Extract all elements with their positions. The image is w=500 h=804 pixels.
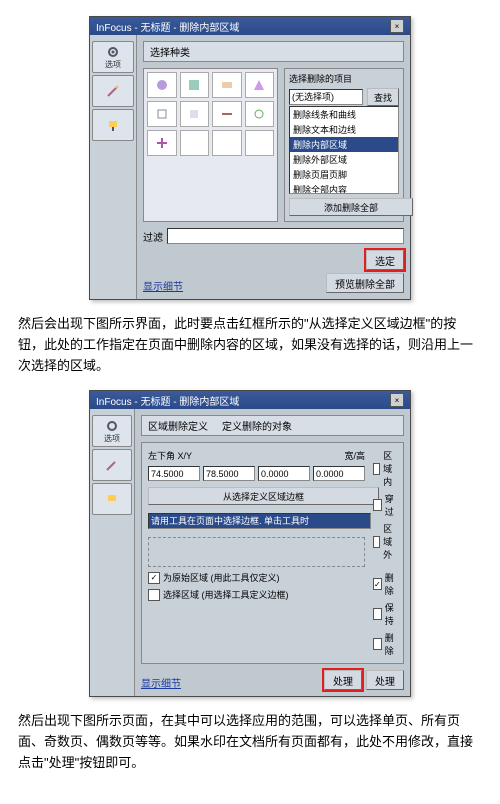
process-button-2[interactable]: 处理: [366, 670, 404, 690]
preview-button[interactable]: 预览删除全部: [326, 273, 404, 293]
list-item[interactable]: 删除外部区域: [290, 152, 398, 167]
chk-label: 为原始区域 (用此工具仅定义): [163, 571, 280, 584]
tab-row: 选择种类: [143, 41, 404, 62]
paint-icon: [105, 492, 119, 506]
show-detail-link[interactable]: 显示细节: [141, 675, 181, 690]
grid-cell[interactable]: [212, 101, 242, 127]
sidebar-item-label: 选项: [105, 59, 121, 70]
show-detail-link[interactable]: 显示细节: [143, 278, 183, 293]
chk-keep[interactable]: [373, 608, 382, 620]
define-from-selection-button[interactable]: 从选择定义区域边框: [148, 487, 379, 505]
act-label: 保持: [385, 601, 397, 627]
list-item[interactable]: 删除页眉页脚: [290, 167, 398, 182]
wand-icon: [105, 458, 119, 472]
act-label: 删除: [385, 631, 397, 657]
list-item[interactable]: 删除文本和边线: [290, 122, 398, 137]
grid-cell[interactable]: [147, 72, 177, 98]
grid-cell[interactable]: [180, 72, 210, 98]
grid-cell[interactable]: [147, 130, 177, 156]
grid-cell[interactable]: [245, 101, 275, 127]
grid-cell[interactable]: [212, 130, 242, 156]
sidebar-item-wand[interactable]: [92, 449, 132, 481]
col-label: 区域内: [383, 449, 397, 488]
grid-cell[interactable]: [147, 101, 177, 127]
hint-field: 请用工具在页面中选择边框. 单击工具时: [148, 513, 371, 529]
paint-icon: [106, 118, 120, 132]
list-item[interactable]: 删除线条和曲线: [290, 107, 398, 122]
grid-cell[interactable]: [212, 72, 242, 98]
tab-region-define[interactable]: 区域删除定义: [148, 418, 208, 433]
sidebar-item-options[interactable]: 选项: [92, 415, 132, 447]
chk-del1[interactable]: ✓: [373, 578, 382, 590]
preview-area: [148, 537, 365, 567]
grid-cell[interactable]: [180, 101, 210, 127]
window-title: InFocus - 无标题 - 删除内部区域: [96, 393, 239, 408]
chk-label: 选择区域 (用选择工具定义边框): [163, 588, 289, 601]
delete-items-group: 选择删除的项目 (无选择项) 查找 删除线条和曲线 删除文本和边线 删除内部区域…: [284, 68, 404, 222]
group-title: 选择删除的项目: [289, 72, 399, 85]
window-title: InFocus - 无标题 - 删除内部区域: [96, 19, 239, 34]
paragraph-2: 然后出现下图所示页面，在其中可以选择应用的范围，可以选择单页、所有页面、奇数页、…: [18, 711, 482, 773]
sidebar-item-paint[interactable]: [92, 109, 134, 141]
chk-inside[interactable]: [373, 463, 380, 475]
close-icon[interactable]: ×: [390, 393, 404, 407]
process-button[interactable]: 处理: [324, 670, 362, 690]
x-input[interactable]: [148, 466, 200, 481]
dialog-region-define: InFocus - 无标题 - 删除内部区域 × 选项 区域删除定义 定义删除的…: [89, 390, 411, 697]
col-label: 区域外: [383, 522, 397, 561]
grid-cell[interactable]: [245, 130, 275, 156]
w-input[interactable]: [258, 466, 310, 481]
close-icon[interactable]: ×: [390, 19, 404, 33]
list-item[interactable]: 删除全部内容: [290, 182, 398, 194]
act-label: 删除: [385, 571, 397, 597]
chk-del2[interactable]: [373, 638, 382, 650]
gear-icon: [106, 45, 120, 59]
gear-icon: [105, 419, 119, 433]
h-input[interactable]: [313, 466, 365, 481]
paragraph-1: 然后会出现下图所示界面，此时要点击红框所示的"从选择定义区域边框"的按钮，此处的…: [18, 314, 482, 376]
grid-cell[interactable]: [245, 72, 275, 98]
titlebar: InFocus - 无标题 - 删除内部区域 ×: [90, 391, 410, 409]
wand-icon: [106, 84, 120, 98]
col-label: 穿过: [385, 492, 397, 518]
wh-label: 宽/高: [344, 449, 365, 462]
find-button[interactable]: 查找: [367, 88, 399, 106]
chk-outside[interactable]: [373, 536, 380, 548]
sidebar: 选项: [90, 409, 135, 696]
delete-type-list[interactable]: 删除线条和曲线 删除文本和边线 删除内部区域 删除外部区域 删除页眉页脚 删除全…: [289, 106, 399, 194]
checkbox-select-region[interactable]: [148, 589, 160, 601]
grid-cell[interactable]: [180, 130, 210, 156]
sidebar-item-paint[interactable]: [92, 483, 132, 515]
filter-label: 过滤: [143, 229, 163, 244]
filter-input[interactable]: [167, 228, 404, 244]
add-all-button[interactable]: 添加删除全部: [289, 198, 413, 216]
list-item[interactable]: 删除内部区域: [290, 137, 398, 152]
checkbox-raw-region[interactable]: ✓: [148, 572, 160, 584]
sidebar: 选项: [90, 35, 137, 299]
tab-row: 区域删除定义 定义删除的对象: [141, 415, 404, 436]
chk-cross[interactable]: [373, 499, 382, 511]
sidebar-item-wand[interactable]: [92, 75, 134, 107]
y-input[interactable]: [203, 466, 255, 481]
select-button[interactable]: 选定: [366, 250, 404, 270]
tab-define-objects[interactable]: 定义删除的对象: [222, 418, 292, 433]
selection-display: (无选择项): [289, 89, 363, 105]
xy-label: 左下角 X/Y: [148, 449, 192, 462]
type-grid: [143, 68, 278, 222]
sidebar-item-options[interactable]: 选项: [92, 41, 134, 73]
titlebar: InFocus - 无标题 - 删除内部区域 ×: [90, 17, 410, 35]
tab-select-type[interactable]: 选择种类: [150, 44, 190, 59]
dialog-select-type: InFocus - 无标题 - 删除内部区域 × 选项 选择种类: [89, 16, 411, 300]
sidebar-item-label: 选项: [104, 433, 120, 444]
